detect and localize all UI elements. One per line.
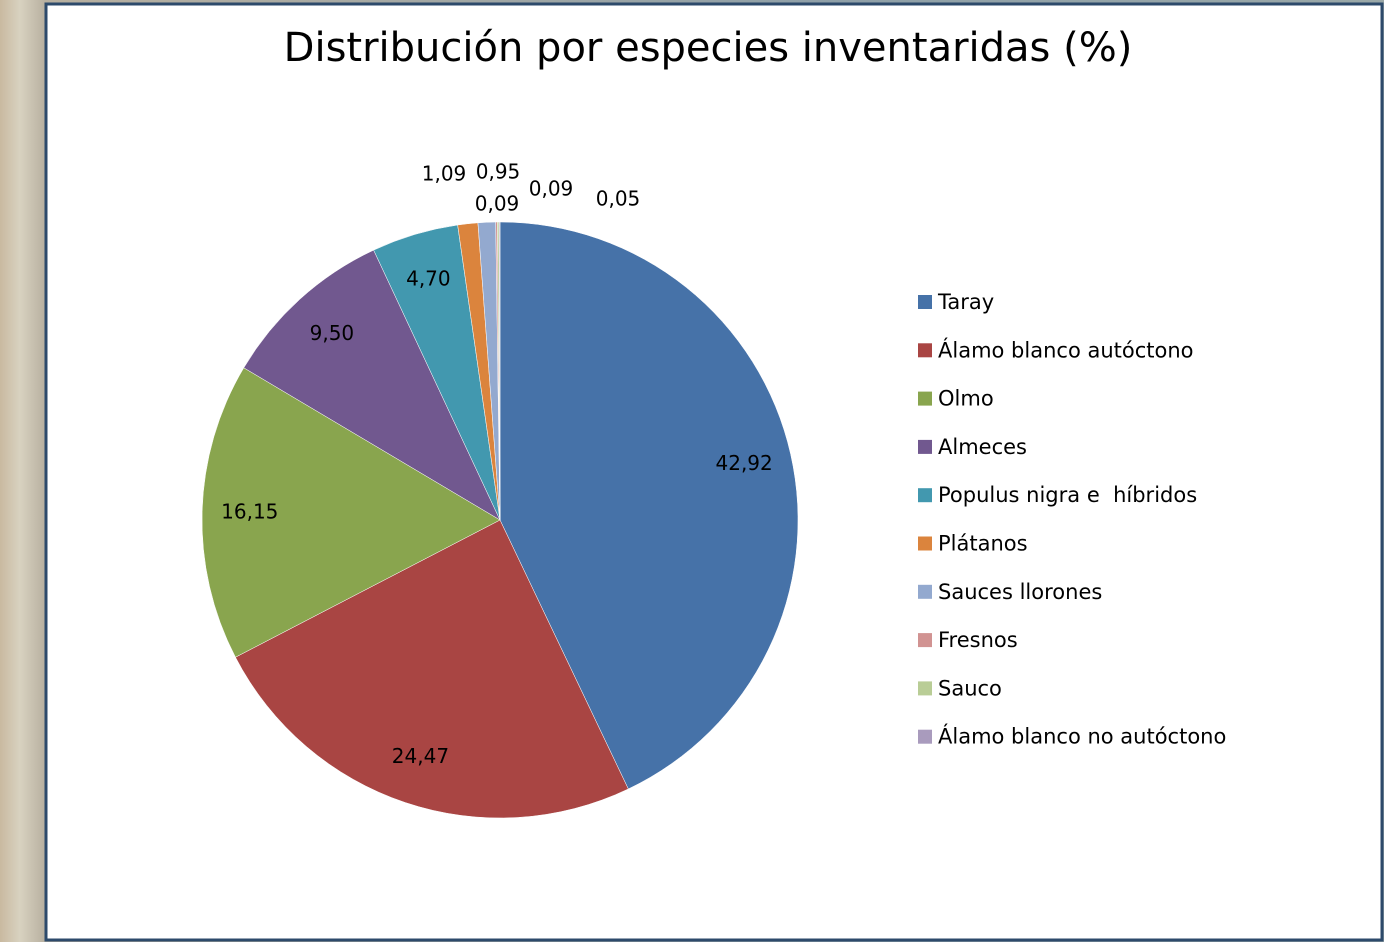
chart: Distribución por especies inventaridas (… xyxy=(0,0,1384,942)
legend-label: Sauces llorones xyxy=(938,580,1102,604)
data-label: 1,09 xyxy=(422,162,467,186)
data-label: 24,47 xyxy=(392,744,449,768)
legend-swatch xyxy=(918,681,932,695)
data-label: 0,09 xyxy=(529,177,574,201)
legend-swatch xyxy=(918,633,932,647)
legend-swatch xyxy=(918,440,932,454)
page: Distribución por especies inventaridas (… xyxy=(0,0,1384,942)
data-label: 9,50 xyxy=(310,321,355,345)
legend-label: Almeces xyxy=(938,435,1027,459)
legend-label: Olmo xyxy=(938,387,994,411)
data-label: 16,15 xyxy=(221,499,278,523)
legend-swatch xyxy=(918,295,932,309)
legend-swatch xyxy=(918,343,932,357)
data-label: 0,09 xyxy=(475,192,520,216)
data-label: 0,95 xyxy=(476,160,521,184)
legend-label: Álamo blanco autóctono xyxy=(938,337,1194,362)
data-label: 0,05 xyxy=(596,187,641,211)
legend-label: Plátanos xyxy=(938,532,1028,556)
legend-swatch xyxy=(918,392,932,406)
legend-swatch xyxy=(918,585,932,599)
legend-label: Álamo blanco no autóctono xyxy=(938,724,1226,749)
legend-label: Taray xyxy=(937,290,994,314)
chart-title: Distribución por especies inventaridas (… xyxy=(284,25,1133,71)
legend-label: Populus nigra e híbridos xyxy=(938,483,1197,507)
data-label: 4,70 xyxy=(406,267,451,291)
legend-swatch xyxy=(918,730,932,744)
legend-label: Sauco xyxy=(938,676,1002,700)
legend-swatch xyxy=(918,537,932,551)
legend-swatch xyxy=(918,488,932,502)
data-label: 42,92 xyxy=(716,451,773,475)
legend-label: Fresnos xyxy=(938,628,1018,652)
